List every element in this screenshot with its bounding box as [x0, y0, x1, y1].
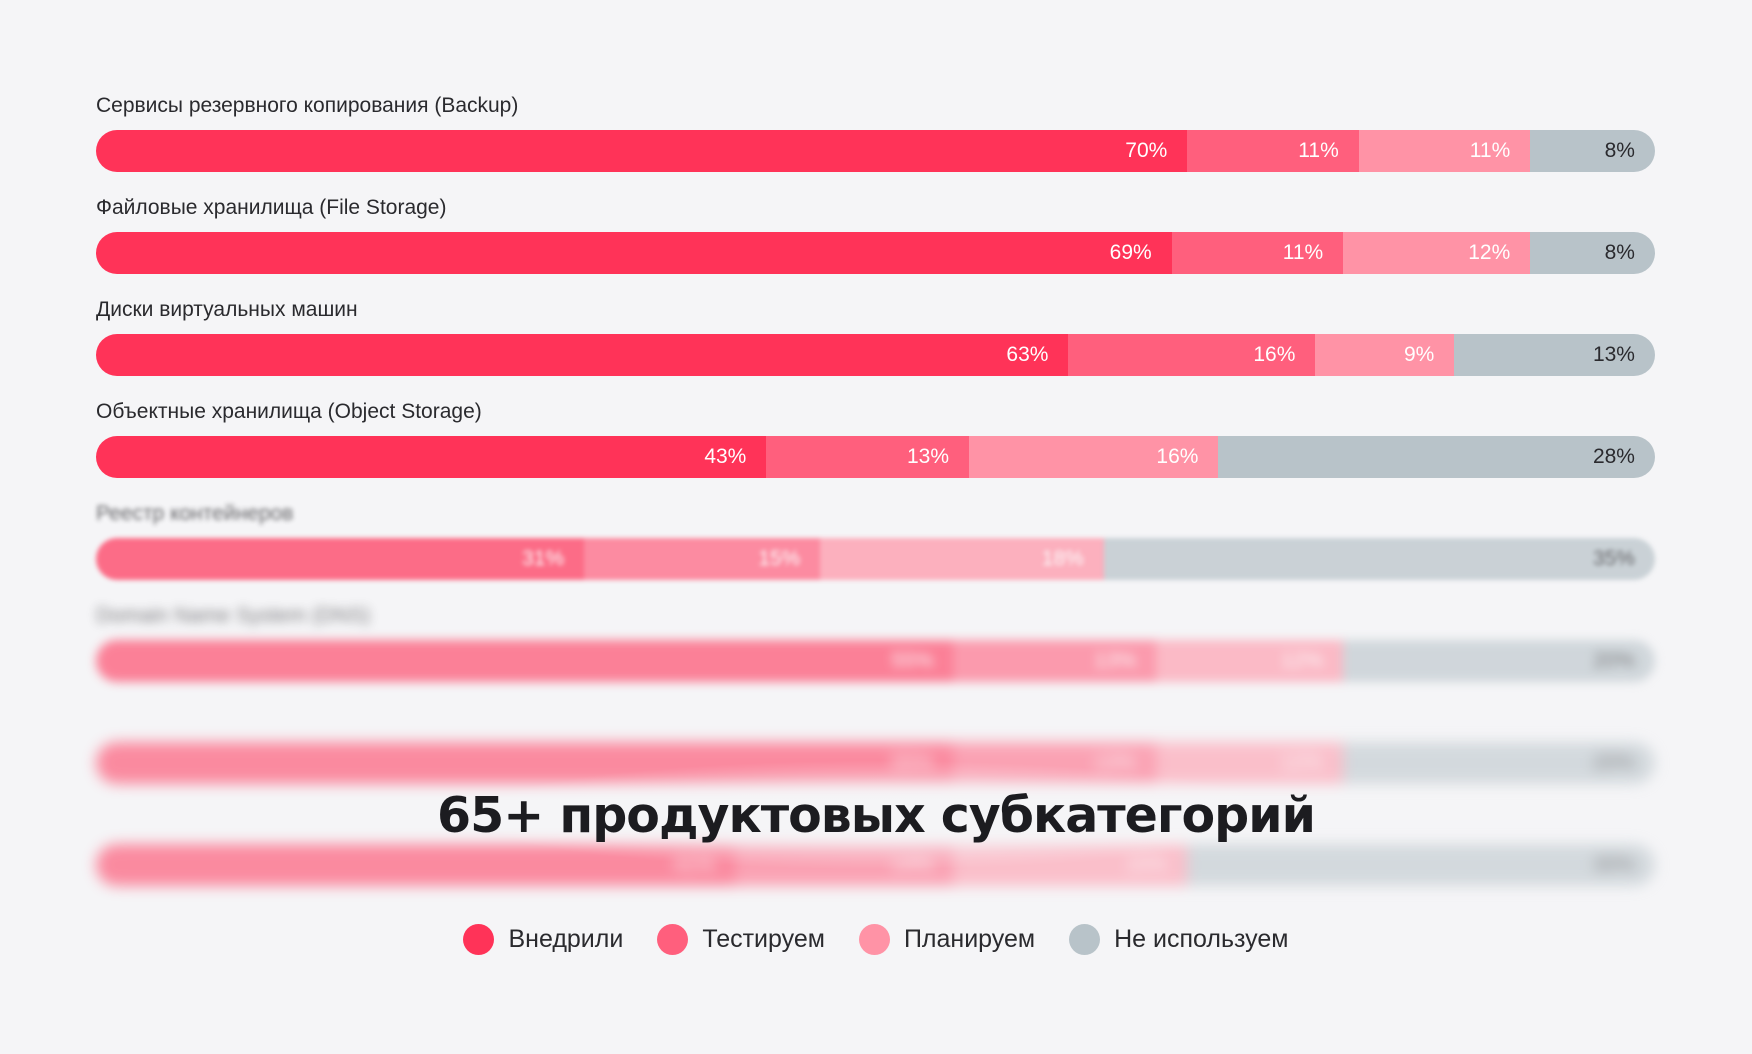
stacked-bar: 70% 11% 11% 8%: [96, 130, 1655, 172]
legend-item: Внедрили: [463, 924, 623, 955]
legend-label: Внедрили: [508, 925, 624, 953]
row-label: Диски виртуальных машин: [96, 298, 358, 321]
bar-segment: 20%: [1343, 742, 1655, 784]
row-label: Domain Name System (DNS): [96, 604, 371, 627]
stacked-bar: 69% 11% 12% 8%: [96, 232, 1655, 274]
stacked-bar: 31% 15% 18% 35%: [96, 538, 1655, 580]
bar-segment: 9%: [1315, 334, 1455, 376]
stacked-bar: 43% 13% 16% 28%: [96, 436, 1655, 478]
bar-segment: 31%: [96, 538, 585, 580]
row-label: Объектные хранилища (Object Storage): [96, 400, 482, 423]
stacked-bar: 63% 16% 9% 13%: [96, 334, 1655, 376]
bar-segment: 15%: [584, 538, 821, 580]
chart-row: Реестр контейнеров 31% 15% 18% 35%: [96, 500, 1655, 580]
legend-label: Тестируем: [702, 925, 825, 953]
bar-segment: 8%: [1530, 232, 1655, 274]
chart-row: Объектные хранилища (Object Storage) 43% 1…: [96, 398, 1655, 478]
bar-segment: 13%: [766, 436, 970, 478]
chart-row: Domain Name System (DNS) 55% 13% 12% 20%: [96, 602, 1655, 682]
chart-row: Диски виртуальных машин 63% 16% 9% 13%: [96, 296, 1655, 376]
bar-segment: 12%: [1343, 232, 1531, 274]
bar-segment: 18%: [820, 538, 1104, 580]
bar-segment: 43%: [96, 436, 767, 478]
bar-segment: 13%: [1454, 334, 1655, 376]
legend-dot-icon: [463, 924, 495, 955]
bar-segment: 69%: [96, 232, 1172, 274]
legend-dot-icon: [1069, 924, 1101, 955]
bar-segment: 20%: [1343, 640, 1655, 682]
bar-segment: 16%: [969, 436, 1219, 478]
bar-segment: 11%: [1171, 232, 1344, 274]
legend-dot-icon: [858, 924, 890, 955]
headline: 65+ продуктовых субкатегорий: [437, 787, 1316, 844]
bar-segment: 28%: [1218, 436, 1655, 478]
bar-segment: 13%: [953, 640, 1157, 682]
bar-segment: 12%: [1156, 640, 1344, 682]
headline-glow: [460, 760, 1300, 870]
bar-segment: 11%: [1358, 130, 1531, 172]
legend-item: Тестируем: [657, 924, 825, 955]
row-label: Сервисы резервного копирования (Backup): [96, 94, 519, 117]
bar-segment: 8%: [1530, 130, 1655, 172]
chart-row: Сервисы резервного копирования (Backup) 7…: [96, 92, 1655, 172]
legend-item: Планируем: [858, 924, 1036, 955]
legend-label: Планируем: [903, 925, 1036, 953]
bar-segment: 11%: [1187, 130, 1359, 172]
legend-dot-icon: [657, 924, 689, 955]
legend-item: Не используем: [1069, 924, 1289, 955]
row-label: [96, 704, 1655, 732]
bar-segment: 35%: [1103, 538, 1655, 580]
row-label: Файловые хранилища (File Storage): [96, 196, 447, 219]
legend-label: Не используем: [1114, 925, 1289, 953]
bar-segment: 16%: [1068, 334, 1316, 376]
chart-row: Файловые хранилища (File Storage) 69% 11% 1…: [96, 194, 1655, 274]
bar-segment: 55%: [96, 640, 954, 682]
legend: Внедрили Тестируем Планируем Не используем: [0, 924, 1752, 955]
bar-segment: 70%: [96, 130, 1188, 172]
bar-segment: 63%: [96, 334, 1069, 376]
stacked-bar: 55%13%12%20%: [96, 640, 1655, 682]
row-label: Реестр контейнеров: [96, 502, 294, 525]
